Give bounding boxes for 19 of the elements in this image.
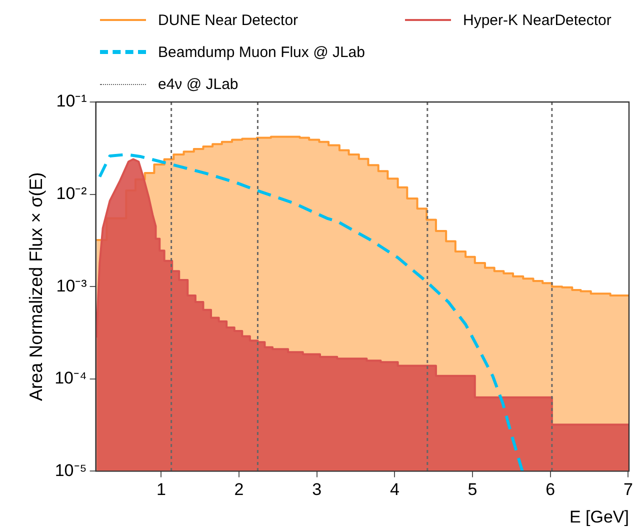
legend-label: Beamdump Muon Flux @ JLab — [158, 44, 365, 60]
y-tick-label: 10⁻⁵ — [54, 460, 87, 480]
x-tick-label: 3 — [312, 480, 322, 500]
y-tick-label: 10⁻⁴ — [54, 368, 87, 388]
x-tick-label: 5 — [468, 480, 478, 500]
y-tick-label: 10⁻¹ — [56, 92, 88, 111]
y-tick-label: 10⁻² — [56, 184, 88, 203]
line-series — [98, 152, 524, 472]
x-tick-label: 2 — [234, 480, 244, 500]
legend-label: e4ν @ JLab — [158, 76, 238, 92]
x-tick-label: 6 — [546, 480, 556, 500]
x-tick-label: 7 — [623, 480, 633, 500]
x-axis-title: E [GeV] — [569, 507, 629, 526]
x-tick-label: 4 — [390, 480, 400, 500]
y-axis-title: Area Normalized Flux × σ(E) — [26, 172, 46, 401]
legend-label: Hyper-K NearDetector — [463, 12, 612, 28]
y-tick-label: 10⁻³ — [56, 276, 88, 296]
legend-label: DUNE Near Detector — [158, 12, 298, 28]
x-tick-label: 1 — [156, 480, 166, 500]
